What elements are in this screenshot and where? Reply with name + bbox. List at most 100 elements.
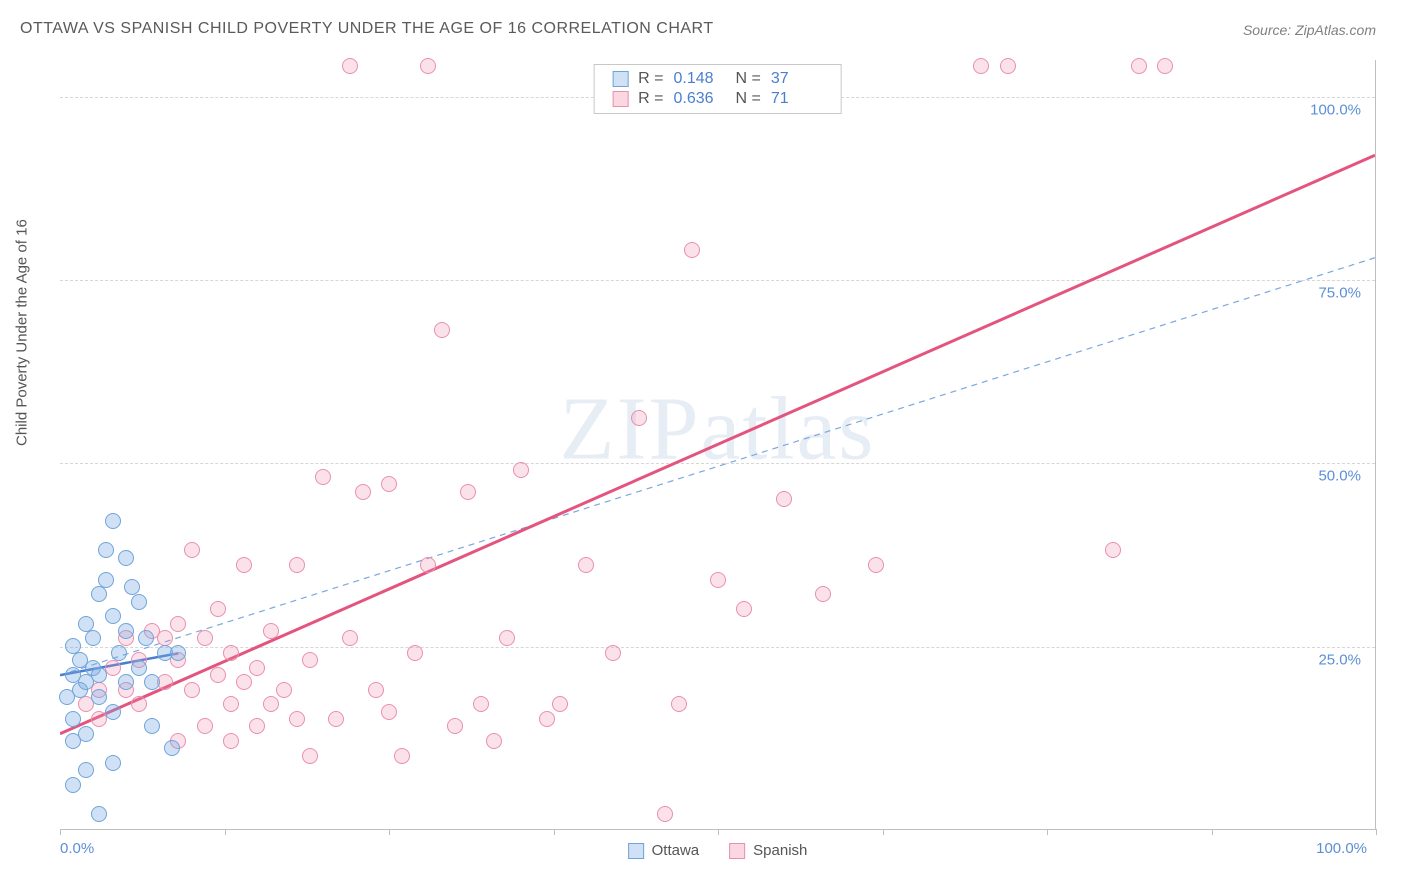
data-point <box>578 557 594 573</box>
data-point <box>91 689 107 705</box>
data-point <box>605 645 621 661</box>
spanish-r-value: 0.636 <box>674 90 726 108</box>
legend-swatch-ottawa <box>628 843 644 859</box>
x-tick-mark <box>1047 829 1048 835</box>
watermark: ZIPatlas <box>560 378 876 481</box>
data-point <box>513 462 529 478</box>
data-point <box>815 586 831 602</box>
ottawa-n-value: 37 <box>771 70 823 88</box>
x-tick-mark <box>225 829 226 835</box>
source-attribution: Source: ZipAtlas.com <box>1243 22 1376 38</box>
data-point <box>78 762 94 778</box>
data-point <box>91 667 107 683</box>
data-point <box>736 601 752 617</box>
data-point <box>315 469 331 485</box>
data-point <box>1105 542 1121 558</box>
data-point <box>394 748 410 764</box>
stats-n-label: N = <box>736 70 761 88</box>
trend-line-dashed <box>60 258 1375 675</box>
y-tick-label: 75.0% <box>1318 285 1361 302</box>
data-point <box>289 557 305 573</box>
data-point <box>276 682 292 698</box>
stats-row-spanish: R = 0.636 N = 71 <box>612 89 823 109</box>
data-point <box>164 740 180 756</box>
stats-n-label-2: N = <box>736 90 761 108</box>
data-point <box>1000 58 1016 74</box>
data-point <box>170 645 186 661</box>
data-point <box>157 630 173 646</box>
data-point <box>78 616 94 632</box>
data-point <box>381 476 397 492</box>
data-point <box>973 58 989 74</box>
data-point <box>85 630 101 646</box>
y-axis-label: Child Poverty Under the Age of 16 <box>14 219 31 446</box>
data-point <box>302 652 318 668</box>
data-point <box>78 726 94 742</box>
ottawa-r-value: 0.148 <box>674 70 726 88</box>
data-point <box>434 322 450 338</box>
x-tick-mark <box>389 829 390 835</box>
data-point <box>65 711 81 727</box>
data-point <box>420 557 436 573</box>
data-point <box>447 718 463 734</box>
data-point <box>671 696 687 712</box>
stats-row-ottawa: R = 0.148 N = 37 <box>612 69 823 89</box>
data-point <box>684 242 700 258</box>
legend-label-ottawa: Ottawa <box>652 842 700 859</box>
data-point <box>631 410 647 426</box>
data-point <box>105 608 121 624</box>
data-point <box>65 638 81 654</box>
data-point <box>342 58 358 74</box>
spanish-n-value: 71 <box>771 90 823 108</box>
data-point <box>236 674 252 690</box>
swatch-ottawa <box>612 71 628 87</box>
data-point <box>289 711 305 727</box>
data-point <box>368 682 384 698</box>
x-tick-mark <box>60 829 61 835</box>
bottom-legend: Ottawa Spanish <box>628 842 808 859</box>
data-point <box>868 557 884 573</box>
data-point <box>118 550 134 566</box>
data-point <box>118 674 134 690</box>
data-point <box>710 572 726 588</box>
data-point <box>91 806 107 822</box>
data-point <box>263 623 279 639</box>
x-tick-mark <box>554 829 555 835</box>
data-point <box>210 667 226 683</box>
data-point <box>355 484 371 500</box>
data-point <box>197 630 213 646</box>
data-point <box>118 623 134 639</box>
data-point <box>420 58 436 74</box>
data-point <box>249 718 265 734</box>
data-point <box>131 660 147 676</box>
data-point <box>1157 58 1173 74</box>
data-point <box>328 711 344 727</box>
data-point <box>98 542 114 558</box>
data-point <box>552 696 568 712</box>
data-point <box>473 696 489 712</box>
x-tick-100: 100.0% <box>1316 840 1367 857</box>
data-point <box>105 704 121 720</box>
data-point <box>223 645 239 661</box>
data-point <box>184 682 200 698</box>
data-point <box>381 704 397 720</box>
gridline-h <box>60 463 1375 464</box>
data-point <box>138 630 154 646</box>
trend-lines-svg <box>60 60 1375 829</box>
data-point <box>407 645 423 661</box>
gridline-h <box>60 280 1375 281</box>
stats-legend-box: R = 0.148 N = 37 R = 0.636 N = 71 <box>593 64 842 114</box>
data-point <box>263 696 279 712</box>
gridline-h <box>60 647 1375 648</box>
data-point <box>170 616 186 632</box>
data-point <box>105 513 121 529</box>
data-point <box>499 630 515 646</box>
data-point <box>197 718 213 734</box>
x-tick-mark <box>883 829 884 835</box>
data-point <box>236 557 252 573</box>
legend-label-spanish: Spanish <box>753 842 807 859</box>
data-point <box>776 491 792 507</box>
legend-swatch-spanish <box>729 843 745 859</box>
stats-r-label-2: R = <box>638 90 663 108</box>
plot-area: ZIPatlas 25.0%50.0%75.0%100.0% R = 0.148… <box>60 60 1376 830</box>
